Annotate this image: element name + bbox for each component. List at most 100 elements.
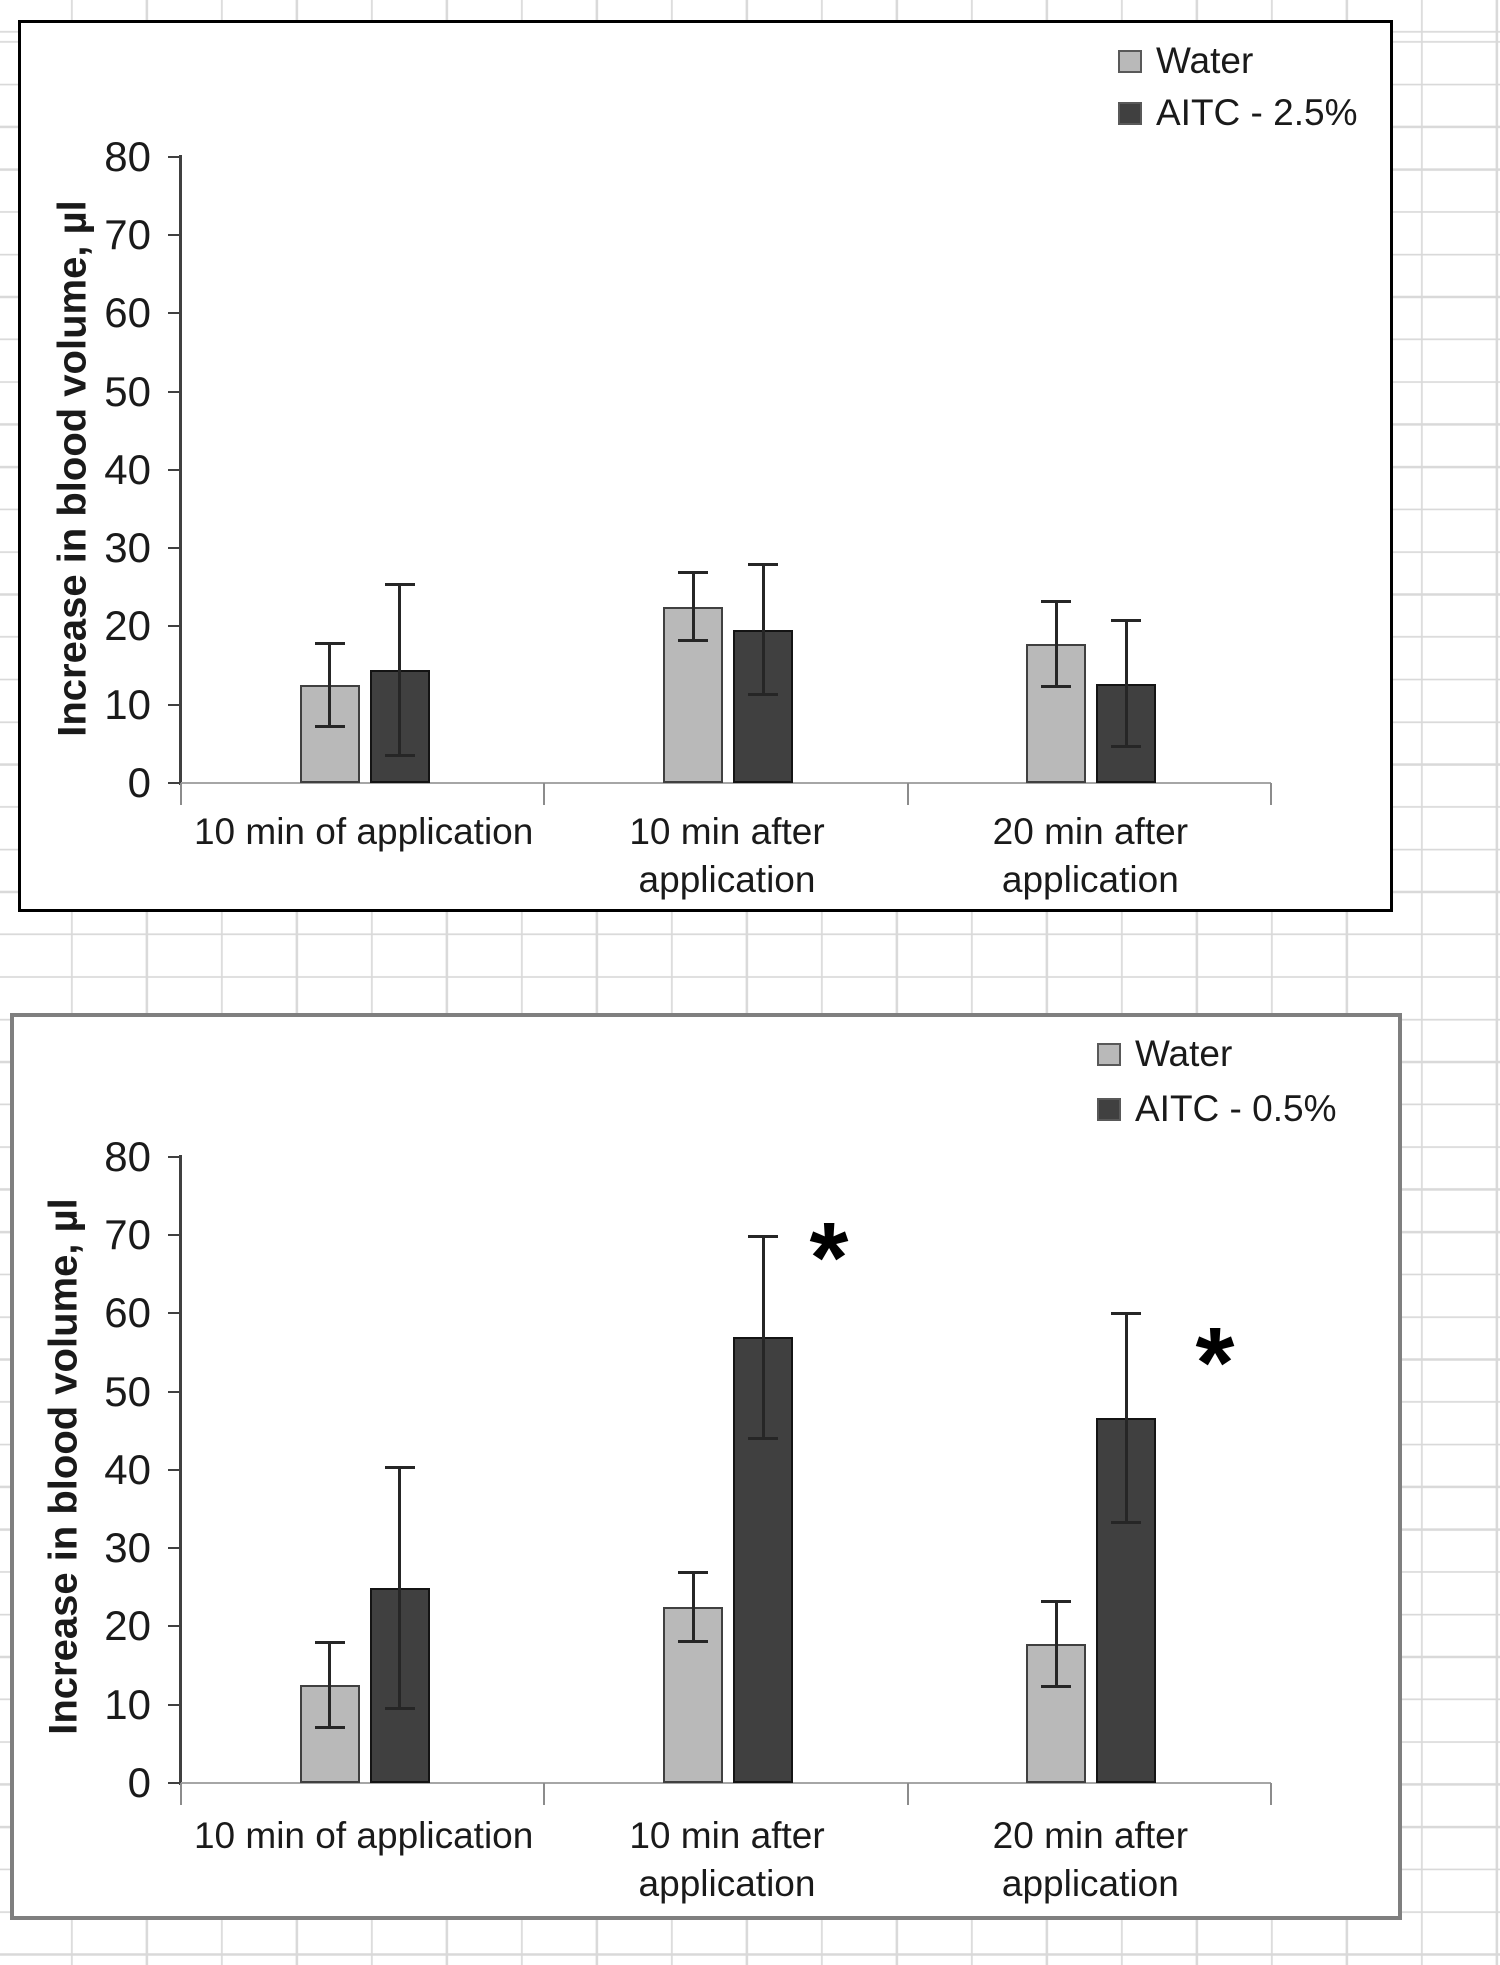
legend-swatch-aitc [1097, 1098, 1121, 1121]
error-cap [678, 1640, 708, 1644]
category-tick [906, 1783, 909, 1805]
error-bar [328, 642, 332, 728]
y-tick-label: 20 [104, 602, 151, 650]
y-tick-label: 80 [104, 1132, 151, 1180]
legend-swatch-water [1118, 50, 1142, 73]
category-label: 10 min after [629, 1815, 825, 1856]
y-tick [168, 155, 180, 158]
error-cap [384, 1465, 415, 1469]
y-tick [168, 703, 180, 706]
y-tick [168, 1233, 180, 1236]
error-cap [748, 562, 778, 566]
y-tick [168, 1155, 180, 1158]
y-tick-label: 30 [104, 524, 151, 572]
error-cap [1041, 599, 1072, 603]
significance-asterisk: * [809, 1202, 849, 1314]
y-axis-title: Increase in blood volume, µl [41, 1198, 86, 1735]
y-tick-label: 30 [104, 1524, 151, 1572]
y-tick-label: 70 [104, 210, 151, 258]
error-cap [748, 1437, 778, 1441]
y-tick-label: 50 [104, 367, 151, 415]
error-cap [1111, 1312, 1142, 1316]
y-tick [168, 390, 180, 393]
category-label: 10 min of application [193, 811, 534, 852]
error-cap [314, 1641, 345, 1645]
y-tick-label: 40 [104, 1445, 151, 1493]
y-tick-label: 0 [127, 1759, 151, 1806]
error-cap [1041, 1599, 1072, 1603]
error-bar [761, 1235, 765, 1440]
y-tick [168, 312, 180, 315]
y-tick [168, 1390, 180, 1393]
error-cap [1111, 619, 1142, 623]
y-tick-label: 70 [104, 1210, 151, 1258]
error-cap [678, 639, 708, 643]
error-bar [328, 1642, 332, 1729]
y-tick [168, 1547, 180, 1550]
x-axis-line [181, 782, 1271, 784]
y-tick [168, 1468, 180, 1471]
bar-water [1026, 1643, 1087, 1783]
error-bar [691, 1571, 695, 1643]
y-tick [168, 1782, 180, 1784]
error-bar [1124, 1313, 1128, 1524]
error-cap [314, 725, 345, 729]
category-tick [906, 783, 909, 805]
category-tick [180, 1783, 182, 1805]
legend-label: AITC - 0.5% [1135, 1088, 1337, 1129]
error-cap [748, 693, 778, 697]
error-cap [748, 1234, 778, 1238]
error-cap [678, 1570, 708, 1574]
error-cap [1041, 684, 1072, 688]
y-tick [168, 547, 180, 550]
y-tick [168, 1703, 180, 1706]
category-tick [180, 783, 182, 805]
error-bar [761, 563, 765, 696]
category-tick [543, 783, 546, 805]
error-cap [1111, 1521, 1142, 1525]
error-bar [398, 584, 402, 757]
y-tick [168, 782, 180, 784]
error-cap [314, 641, 345, 645]
category-label: application [638, 1863, 816, 1904]
y-tick [168, 233, 180, 236]
y-axis-line [179, 154, 182, 785]
category-label: application [1001, 859, 1179, 900]
significance-asterisk: * [1195, 1307, 1235, 1419]
y-tick [168, 1625, 180, 1628]
category-label: application [1001, 1863, 1179, 1904]
error-bar [691, 572, 695, 642]
error-cap [314, 1726, 345, 1730]
y-axis-line [179, 1154, 182, 1785]
legend-label: Water [1156, 40, 1254, 81]
category-label: 10 min of application [193, 1815, 534, 1856]
legend-swatch-aitc [1118, 102, 1142, 125]
category-label: application [638, 859, 816, 900]
legend-swatch-water [1097, 1043, 1121, 1066]
error-cap [384, 583, 415, 587]
y-tick-label: 80 [104, 132, 151, 180]
error-cap [1041, 1684, 1072, 1688]
category-label: 20 min after [992, 811, 1189, 852]
category-tick [1270, 1783, 1272, 1805]
legend-label: AITC - 2.5% [1156, 92, 1358, 133]
y-tick [168, 625, 180, 628]
error-cap [678, 571, 708, 575]
y-tick-label: 40 [104, 445, 151, 493]
y-axis-title: Increase in blood volume, µl [50, 200, 95, 737]
legend-label: Water [1135, 1033, 1233, 1074]
error-cap [384, 1707, 415, 1711]
error-bar [398, 1466, 402, 1710]
y-tick-label: 60 [104, 1289, 151, 1337]
category-label: 10 min after [629, 811, 825, 852]
y-tick-label: 50 [104, 1367, 151, 1415]
error-cap [384, 754, 415, 758]
error-bar [1124, 620, 1128, 747]
y-tick-label: 60 [104, 289, 151, 337]
category-label: 20 min after [992, 1815, 1189, 1856]
x-axis-line [181, 1782, 1271, 1784]
error-bar [1054, 600, 1058, 687]
y-tick [168, 468, 180, 471]
y-tick-label: 20 [104, 1602, 151, 1650]
